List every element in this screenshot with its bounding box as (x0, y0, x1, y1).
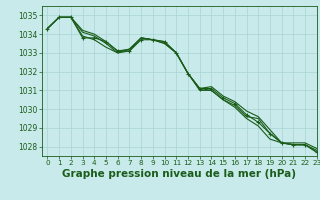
X-axis label: Graphe pression niveau de la mer (hPa): Graphe pression niveau de la mer (hPa) (62, 169, 296, 179)
